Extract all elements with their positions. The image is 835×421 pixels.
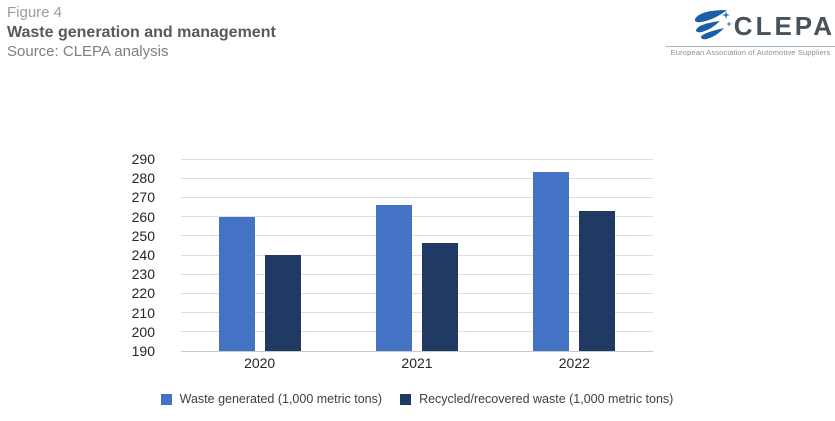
y-tick-label: 220 xyxy=(131,285,155,302)
legend-item: Waste generated (1,000 metric tons) xyxy=(160,392,383,406)
y-tick-label: 290 xyxy=(131,151,155,167)
clepa-logo: CLEPA European Association of Automotive… xyxy=(666,8,835,57)
gridline xyxy=(181,254,653,256)
legend-swatch-icon xyxy=(160,393,172,405)
bar-2021-series-0 xyxy=(376,205,412,351)
clepa-wordmark: CLEPA xyxy=(733,11,835,41)
gridline xyxy=(181,158,653,160)
logo-divider xyxy=(666,46,835,47)
legend-label: Recycled/recovered waste (1,000 metric t… xyxy=(419,392,674,406)
bar-2022-series-1 xyxy=(579,210,616,351)
chart-legend: Waste generated (1,000 metric tons) Recyc… xyxy=(120,392,714,406)
y-tick-label: 210 xyxy=(131,304,155,321)
y-tick-label: 280 xyxy=(131,170,155,187)
clepa-tagline: European Association of Automotive Suppl… xyxy=(670,48,831,57)
clepa-logo-row: CLEPA xyxy=(666,8,835,45)
gridline xyxy=(181,273,653,275)
clepa-swoosh-icon xyxy=(686,8,732,45)
y-tick-label: 240 xyxy=(131,247,155,263)
y-axis: 190 200 210 220 230 240 250 260 270 280 290 xyxy=(0,152,155,358)
figure-title: Waste generation and management xyxy=(7,24,276,41)
bar-2021-series-1 xyxy=(422,243,458,351)
x-category-label: 2020 xyxy=(244,355,276,371)
gridline xyxy=(181,216,653,218)
gridline xyxy=(181,331,653,333)
bar-2020-series-1 xyxy=(264,255,301,351)
y-tick-label: 230 xyxy=(131,266,155,283)
gridline xyxy=(181,312,653,314)
y-tick-label: 260 xyxy=(131,208,155,225)
bar-2022-series-0 xyxy=(533,172,570,351)
gridline xyxy=(181,235,653,237)
x-axis: 2020 2021 2022 xyxy=(181,355,653,375)
bar-2020-series-0 xyxy=(218,216,255,351)
y-tick-label: 270 xyxy=(131,189,155,206)
gridline xyxy=(181,177,653,179)
x-axis-baseline xyxy=(181,350,653,352)
legend-item: Recycled/recovered waste (1,000 metric t… xyxy=(400,392,673,406)
bar-chart-plot-area xyxy=(181,158,653,352)
y-tick-label: 190 xyxy=(131,343,155,359)
figure-header: Figure 4 Waste generation and management… xyxy=(7,4,276,61)
x-category-label: 2021 xyxy=(401,355,433,371)
figure-label: Figure 4 xyxy=(7,4,63,21)
y-tick-label: 250 xyxy=(131,227,155,244)
gridline xyxy=(181,292,653,294)
legend-swatch-icon xyxy=(400,393,412,405)
gridline xyxy=(181,196,653,198)
x-category-label: 2022 xyxy=(558,355,590,371)
y-tick-label: 200 xyxy=(131,323,155,340)
figure-source: Source: CLEPA analysis xyxy=(7,43,169,61)
legend-label: Waste generated (1,000 metric tons) xyxy=(179,392,383,406)
